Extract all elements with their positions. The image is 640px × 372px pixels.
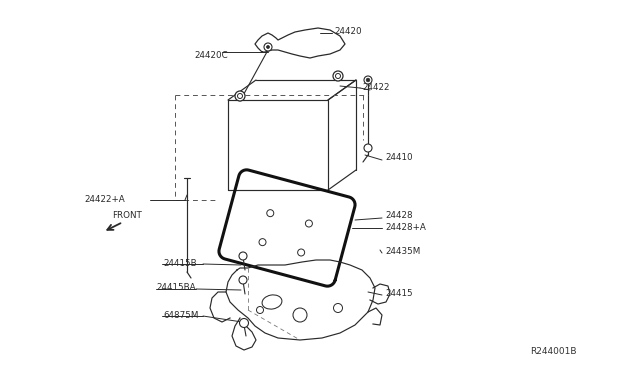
Text: 24422: 24422 <box>362 83 390 93</box>
Circle shape <box>333 71 343 81</box>
Circle shape <box>298 249 305 256</box>
Text: 24415: 24415 <box>385 289 413 298</box>
Circle shape <box>239 252 247 260</box>
Circle shape <box>237 93 243 99</box>
Text: 24420: 24420 <box>334 28 362 36</box>
Circle shape <box>264 43 272 51</box>
Circle shape <box>364 144 372 152</box>
Circle shape <box>335 74 340 78</box>
Circle shape <box>293 308 307 322</box>
Circle shape <box>305 220 312 227</box>
Circle shape <box>259 239 266 246</box>
Ellipse shape <box>262 295 282 309</box>
Text: 24428+A: 24428+A <box>385 222 426 231</box>
Text: 24428: 24428 <box>385 212 413 221</box>
Text: 64875M: 64875M <box>163 311 198 320</box>
Text: 24415B: 24415B <box>163 259 196 267</box>
Circle shape <box>239 276 247 284</box>
Text: 24435M: 24435M <box>385 247 420 256</box>
Text: 24422+A: 24422+A <box>84 196 125 205</box>
Circle shape <box>366 78 370 82</box>
Circle shape <box>266 45 269 48</box>
Text: FRONT: FRONT <box>112 212 142 221</box>
Text: R244001B: R244001B <box>530 347 577 356</box>
Circle shape <box>333 304 342 312</box>
Text: 24415BA: 24415BA <box>156 283 196 292</box>
Text: 24410: 24410 <box>385 154 413 163</box>
Circle shape <box>235 91 245 101</box>
Circle shape <box>257 307 264 314</box>
Circle shape <box>267 210 274 217</box>
Circle shape <box>364 76 372 84</box>
Circle shape <box>239 318 248 327</box>
Text: 24420C: 24420C <box>194 51 228 60</box>
